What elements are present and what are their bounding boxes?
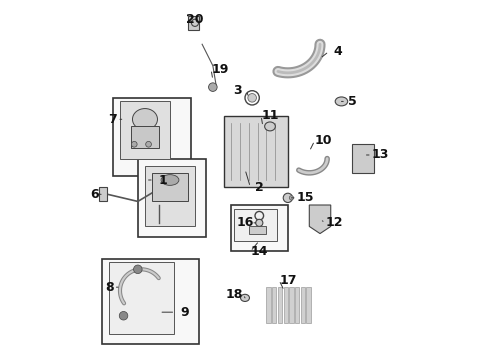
Text: 4: 4 (334, 45, 342, 58)
Text: 9: 9 (180, 306, 189, 319)
Bar (248, 226, 267, 234)
Text: 1: 1 (158, 174, 167, 186)
Bar (267, 287, 270, 323)
Bar (295, 287, 299, 323)
Bar (145, 166, 195, 226)
Circle shape (283, 193, 293, 203)
Text: 10: 10 (315, 134, 332, 147)
Bar (188, 16, 198, 30)
Circle shape (119, 311, 128, 320)
FancyBboxPatch shape (231, 205, 288, 251)
Circle shape (248, 94, 256, 102)
Bar (120, 102, 170, 158)
Circle shape (209, 83, 217, 91)
Bar (234, 208, 277, 241)
Text: 8: 8 (105, 281, 114, 294)
Text: 18: 18 (225, 288, 243, 301)
Bar (223, 116, 288, 187)
Ellipse shape (265, 122, 275, 131)
Text: 14: 14 (250, 245, 268, 258)
Text: 11: 11 (261, 109, 279, 122)
FancyBboxPatch shape (102, 258, 198, 344)
Bar (306, 287, 311, 323)
Ellipse shape (161, 175, 179, 185)
Bar (98, 187, 107, 202)
Circle shape (131, 141, 137, 147)
Ellipse shape (335, 97, 348, 106)
Ellipse shape (132, 109, 157, 130)
Text: 20: 20 (186, 13, 204, 26)
Bar (284, 287, 288, 323)
Bar (272, 287, 276, 323)
FancyBboxPatch shape (113, 98, 192, 176)
Bar (278, 287, 282, 323)
Circle shape (134, 265, 142, 274)
Text: 2: 2 (255, 181, 264, 194)
Circle shape (289, 196, 294, 200)
Polygon shape (309, 205, 331, 234)
Bar (131, 126, 159, 148)
Text: 7: 7 (108, 113, 117, 126)
Text: 17: 17 (279, 274, 296, 287)
Text: 15: 15 (297, 192, 315, 204)
Bar (301, 287, 305, 323)
Text: 5: 5 (348, 95, 357, 108)
Text: 12: 12 (325, 216, 343, 229)
Bar (109, 262, 173, 334)
Text: 6: 6 (91, 188, 99, 201)
Ellipse shape (241, 294, 249, 301)
FancyBboxPatch shape (138, 158, 206, 237)
Text: 19: 19 (211, 63, 229, 76)
Circle shape (146, 141, 151, 147)
Text: 16: 16 (236, 216, 254, 229)
Bar (289, 287, 294, 323)
Circle shape (256, 219, 263, 226)
Bar (152, 173, 188, 202)
Text: 3: 3 (234, 84, 242, 97)
Text: 13: 13 (372, 148, 390, 162)
Bar (352, 144, 373, 173)
